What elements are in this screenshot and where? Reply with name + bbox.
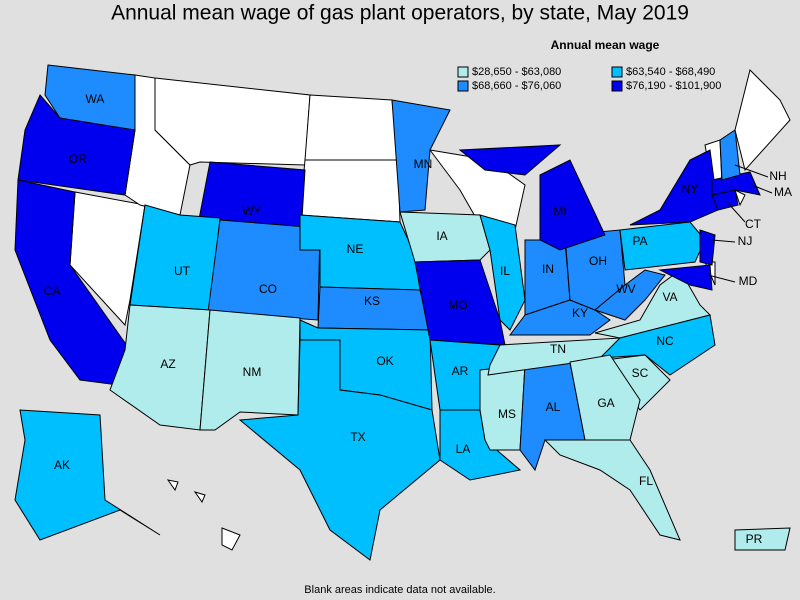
- states: [14, 64, 791, 561]
- legend-swatch: [611, 66, 623, 78]
- legend-swatch: [457, 80, 469, 92]
- state-label: KS: [364, 294, 380, 308]
- state: [17, 94, 136, 196]
- state: [238, 339, 441, 561]
- legend-label: $63,540 - $68,490: [626, 66, 715, 78]
- state: [458, 144, 562, 176]
- state-label: GA: [597, 396, 614, 410]
- state-label: TN: [550, 342, 566, 356]
- legend: $28,650 - $63,080 $63,540 - $68,490 $68,66…: [457, 66, 721, 92]
- state-label: OH: [589, 254, 607, 268]
- state-label: NJ: [738, 234, 753, 248]
- state: [734, 527, 791, 551]
- legend-title: Annual mean wage: [551, 38, 660, 52]
- state-label: AK: [54, 458, 70, 472]
- state: [414, 259, 506, 346]
- state-label: SC: [632, 366, 649, 380]
- leader-line: [711, 239, 736, 243]
- map-title: Annual mean wage of gas plant operators,…: [111, 2, 689, 25]
- legend-swatch: [457, 66, 469, 78]
- state-label: IN: [542, 262, 554, 276]
- state-blank: [734, 69, 791, 172]
- state: [658, 264, 713, 291]
- state-label: NC: [656, 334, 674, 348]
- state-label: WV: [616, 282, 635, 296]
- state-label: MD: [739, 274, 758, 288]
- state-label: OK: [376, 354, 393, 368]
- state-label: IL: [500, 264, 510, 278]
- state-blank: [193, 491, 206, 504]
- state: [539, 159, 606, 251]
- state-label: UT: [174, 264, 191, 278]
- footnote: Blank areas indicate data not available.: [304, 584, 495, 596]
- state: [593, 269, 666, 321]
- state-label: MN: [414, 157, 433, 171]
- state: [14, 409, 161, 541]
- leader-line: [751, 184, 773, 194]
- state-label: OR: [69, 152, 87, 166]
- state-label: AR: [452, 364, 469, 378]
- state-label: MI: [553, 204, 566, 218]
- state-label: PR: [746, 532, 763, 546]
- state-label: LA: [456, 442, 471, 456]
- leader-line: [707, 274, 736, 283]
- state: [719, 129, 741, 181]
- state: [699, 229, 716, 266]
- state-label: CA: [44, 284, 61, 298]
- state-label: NM: [243, 365, 262, 379]
- state-blank: [166, 479, 179, 492]
- leader-line: [734, 164, 769, 178]
- state-label: TX: [350, 430, 365, 444]
- state-blank: [221, 527, 241, 551]
- state-label: NY: [682, 182, 699, 196]
- state-label: FL: [639, 474, 653, 488]
- state-label: NH: [769, 169, 786, 183]
- state-label: IA: [436, 229, 447, 243]
- state: [569, 354, 641, 441]
- state-label: WY: [242, 204, 261, 218]
- state-label: AL: [546, 400, 561, 414]
- state: [129, 204, 221, 311]
- state-blank: [304, 94, 399, 161]
- state: [399, 211, 491, 263]
- state-label: VA: [662, 290, 677, 304]
- state-label: NE: [347, 242, 364, 256]
- state-label: MS: [498, 407, 516, 421]
- state: [543, 439, 681, 541]
- state: [479, 214, 526, 331]
- legend-swatch: [611, 80, 623, 92]
- legend-label: $68,660 - $76,060: [472, 80, 561, 92]
- state-blank: [734, 189, 746, 207]
- legend-label: $76,190 - $101,900: [626, 80, 721, 92]
- state-label: AZ: [160, 357, 175, 371]
- state-label: MO: [448, 298, 467, 312]
- state: [391, 99, 451, 213]
- state-blank: [299, 159, 401, 223]
- state: [199, 309, 301, 431]
- state-label: MA: [774, 185, 792, 199]
- state-label: CO: [259, 282, 277, 296]
- legend-label: $28,650 - $63,080: [472, 66, 561, 78]
- state-label: KY: [572, 306, 588, 320]
- leader-line: [727, 202, 746, 223]
- state-labels: WA OR CA WY UT CO AZ NM NE KS OK TX MN IA MO AR LA IL MS AL…: [44, 92, 792, 546]
- state: [629, 149, 719, 226]
- state-label: PA: [632, 234, 647, 248]
- state-label: WA: [86, 92, 105, 106]
- state-label: CT: [745, 217, 762, 231]
